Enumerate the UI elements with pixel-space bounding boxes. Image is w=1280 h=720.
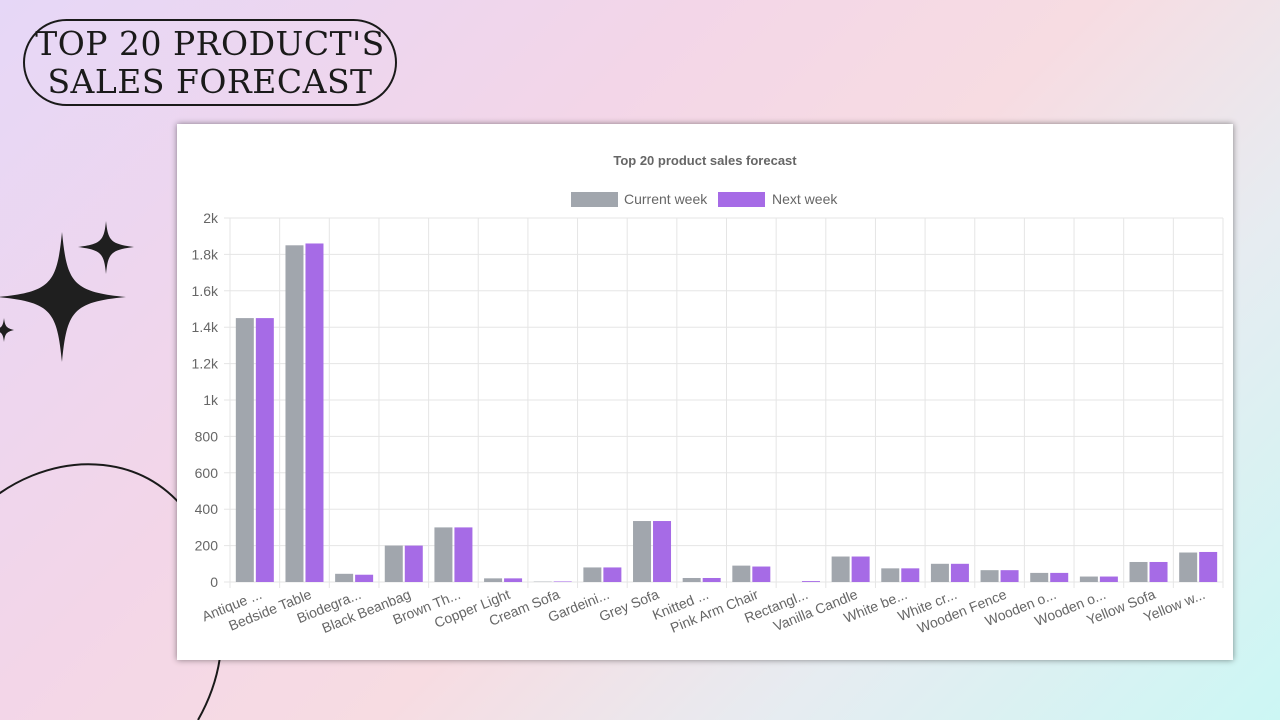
y-tick-label: 1.8k	[192, 246, 219, 262]
y-tick-label: 1.6k	[192, 283, 219, 299]
bars	[235, 243, 1218, 583]
chart-card: Top 20 product sales forecast Current we…	[177, 124, 1233, 660]
bar-next-week[interactable]	[504, 578, 523, 582]
page-title-line-2: SALES FORECAST	[47, 61, 373, 101]
bar-current-week[interactable]	[484, 578, 503, 582]
bar-next-week[interactable]	[752, 566, 771, 582]
bar-current-week[interactable]	[235, 318, 254, 582]
bar-next-week[interactable]	[454, 527, 473, 582]
y-tick-label: 1.2k	[192, 356, 219, 372]
bar-current-week[interactable]	[980, 570, 999, 582]
bar-next-week[interactable]	[1000, 570, 1019, 582]
bar-current-week[interactable]	[384, 545, 403, 582]
bar-current-week[interactable]	[831, 556, 850, 582]
bar-next-week[interactable]	[950, 563, 969, 582]
bar-next-week[interactable]	[404, 545, 423, 582]
bar-current-week[interactable]	[1179, 552, 1198, 582]
bar-next-week[interactable]	[255, 318, 274, 582]
bar-current-week[interactable]	[434, 527, 453, 582]
bar-next-week[interactable]	[1099, 576, 1118, 582]
small-sparkle-icon	[78, 221, 134, 274]
bar-next-week[interactable]	[1149, 561, 1168, 582]
bar-next-week[interactable]	[702, 577, 721, 582]
x-axis-ticks: Antique ...Bedside TableBiodegra...Black…	[199, 586, 1207, 636]
grid-lines	[224, 217, 1224, 588]
bar-next-week[interactable]	[851, 556, 870, 582]
bar-current-week[interactable]	[335, 573, 354, 582]
bar-current-week[interactable]	[285, 245, 304, 583]
bar-next-week[interactable]	[1050, 572, 1069, 582]
bar-next-week[interactable]	[355, 574, 374, 582]
bar-next-week[interactable]	[553, 581, 572, 582]
bar-current-week[interactable]	[1129, 561, 1148, 582]
bar-current-week[interactable]	[732, 565, 751, 582]
y-tick-label: 0	[210, 574, 218, 590]
chart-legend: Current week Next week	[571, 191, 838, 207]
bar-current-week[interactable]	[583, 567, 602, 582]
bar-current-week[interactable]	[1079, 576, 1098, 582]
y-tick-label: 200	[195, 538, 219, 554]
bar-next-week[interactable]	[901, 568, 920, 582]
legend-swatch-current-week[interactable]	[571, 192, 618, 207]
legend-label-next-week[interactable]: Next week	[772, 191, 838, 207]
bar-next-week[interactable]	[305, 243, 324, 582]
bar-current-week[interactable]	[1030, 572, 1049, 582]
bar-next-week[interactable]	[1199, 551, 1218, 582]
bar-current-week[interactable]	[930, 563, 949, 582]
page-title-line-1: TOP 20 PRODUCT'S	[35, 23, 385, 63]
bar-next-week[interactable]	[801, 581, 820, 582]
y-axis-ticks: 0 200 400 600 800 1k 1.2k 1.4k 1.6k 1.8k 2k	[192, 210, 219, 590]
legend-swatch-next-week[interactable]	[718, 192, 765, 207]
page-title: TOP 20 PRODUCT'S SALES FORECAST	[23, 19, 397, 106]
y-tick-label: 800	[195, 428, 219, 444]
tiny-sparkle-icon	[0, 318, 14, 342]
bar-current-week[interactable]	[633, 521, 652, 582]
large-sparkle-icon	[0, 232, 126, 362]
bar-current-week[interactable]	[682, 577, 701, 582]
y-tick-label: 1k	[203, 392, 219, 408]
bar-chart: Top 20 product sales forecast Current we…	[192, 153, 1224, 636]
y-tick-label: 600	[195, 465, 219, 481]
y-tick-label: 400	[195, 501, 219, 517]
legend-label-current-week[interactable]: Current week	[624, 191, 708, 207]
bar-current-week[interactable]	[881, 568, 900, 582]
y-tick-label: 1.4k	[192, 319, 219, 335]
chart-title: Top 20 product sales forecast	[613, 153, 797, 168]
y-tick-label: 2k	[203, 210, 219, 226]
bar-next-week[interactable]	[603, 567, 622, 582]
bar-next-week[interactable]	[653, 521, 672, 582]
